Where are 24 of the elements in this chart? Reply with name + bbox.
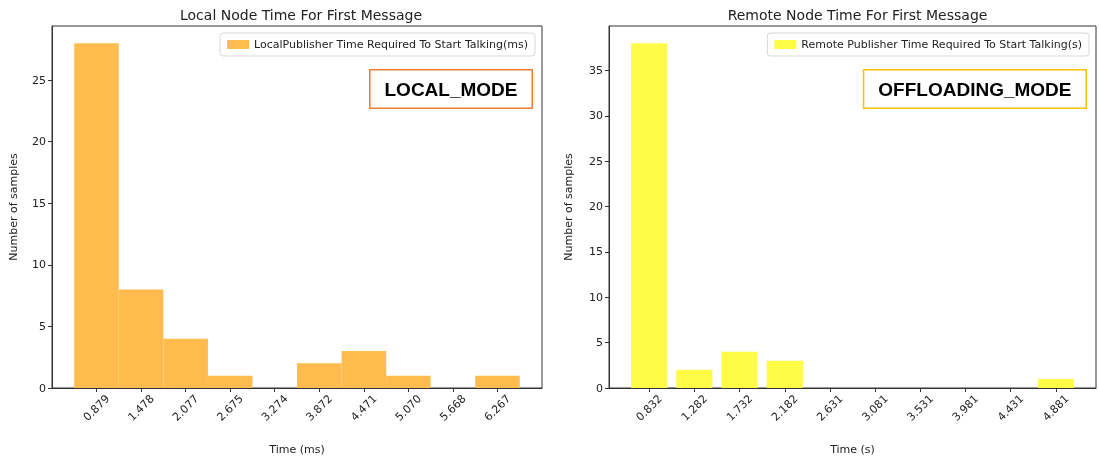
y-tick-label: 5	[596, 336, 603, 350]
y-axis-title: Number of samples	[562, 152, 575, 261]
y-tick-label: 20	[32, 135, 46, 149]
annotation: OFFLOADING_MODE	[878, 78, 1072, 100]
y-tick-label: 30	[589, 109, 603, 123]
y-tick-label: 25	[32, 73, 46, 87]
legend-label: Remote Publisher Time Required To Start Talking(s)	[801, 38, 1082, 51]
y-tick-label: 35	[589, 63, 603, 77]
annotation: LOCAL_MODE	[384, 78, 518, 100]
y-tick-label: 15	[32, 196, 46, 210]
y-axis-title: Number of samples	[7, 152, 20, 261]
x-axis-title: Time (ms)	[268, 443, 325, 456]
y-tick-label: 15	[589, 245, 603, 259]
chart-title: Remote Node Time For First Message	[727, 7, 988, 23]
y-tick-label: 20	[589, 200, 603, 214]
y-tick-label: 10	[589, 290, 603, 304]
legend-label: LocalPublisher Time Required To Start Talking(ms)	[254, 38, 529, 51]
y-tick-label: 0	[39, 381, 46, 395]
x-axis-title: Time (s)	[829, 443, 875, 456]
y-tick-label: 25	[589, 154, 603, 168]
chart-title: Local Node Time For First Message	[179, 7, 423, 23]
y-tick-label: 10	[32, 258, 46, 272]
y-tick-label: 5	[39, 319, 46, 333]
y-tick-label: 0	[596, 381, 603, 395]
